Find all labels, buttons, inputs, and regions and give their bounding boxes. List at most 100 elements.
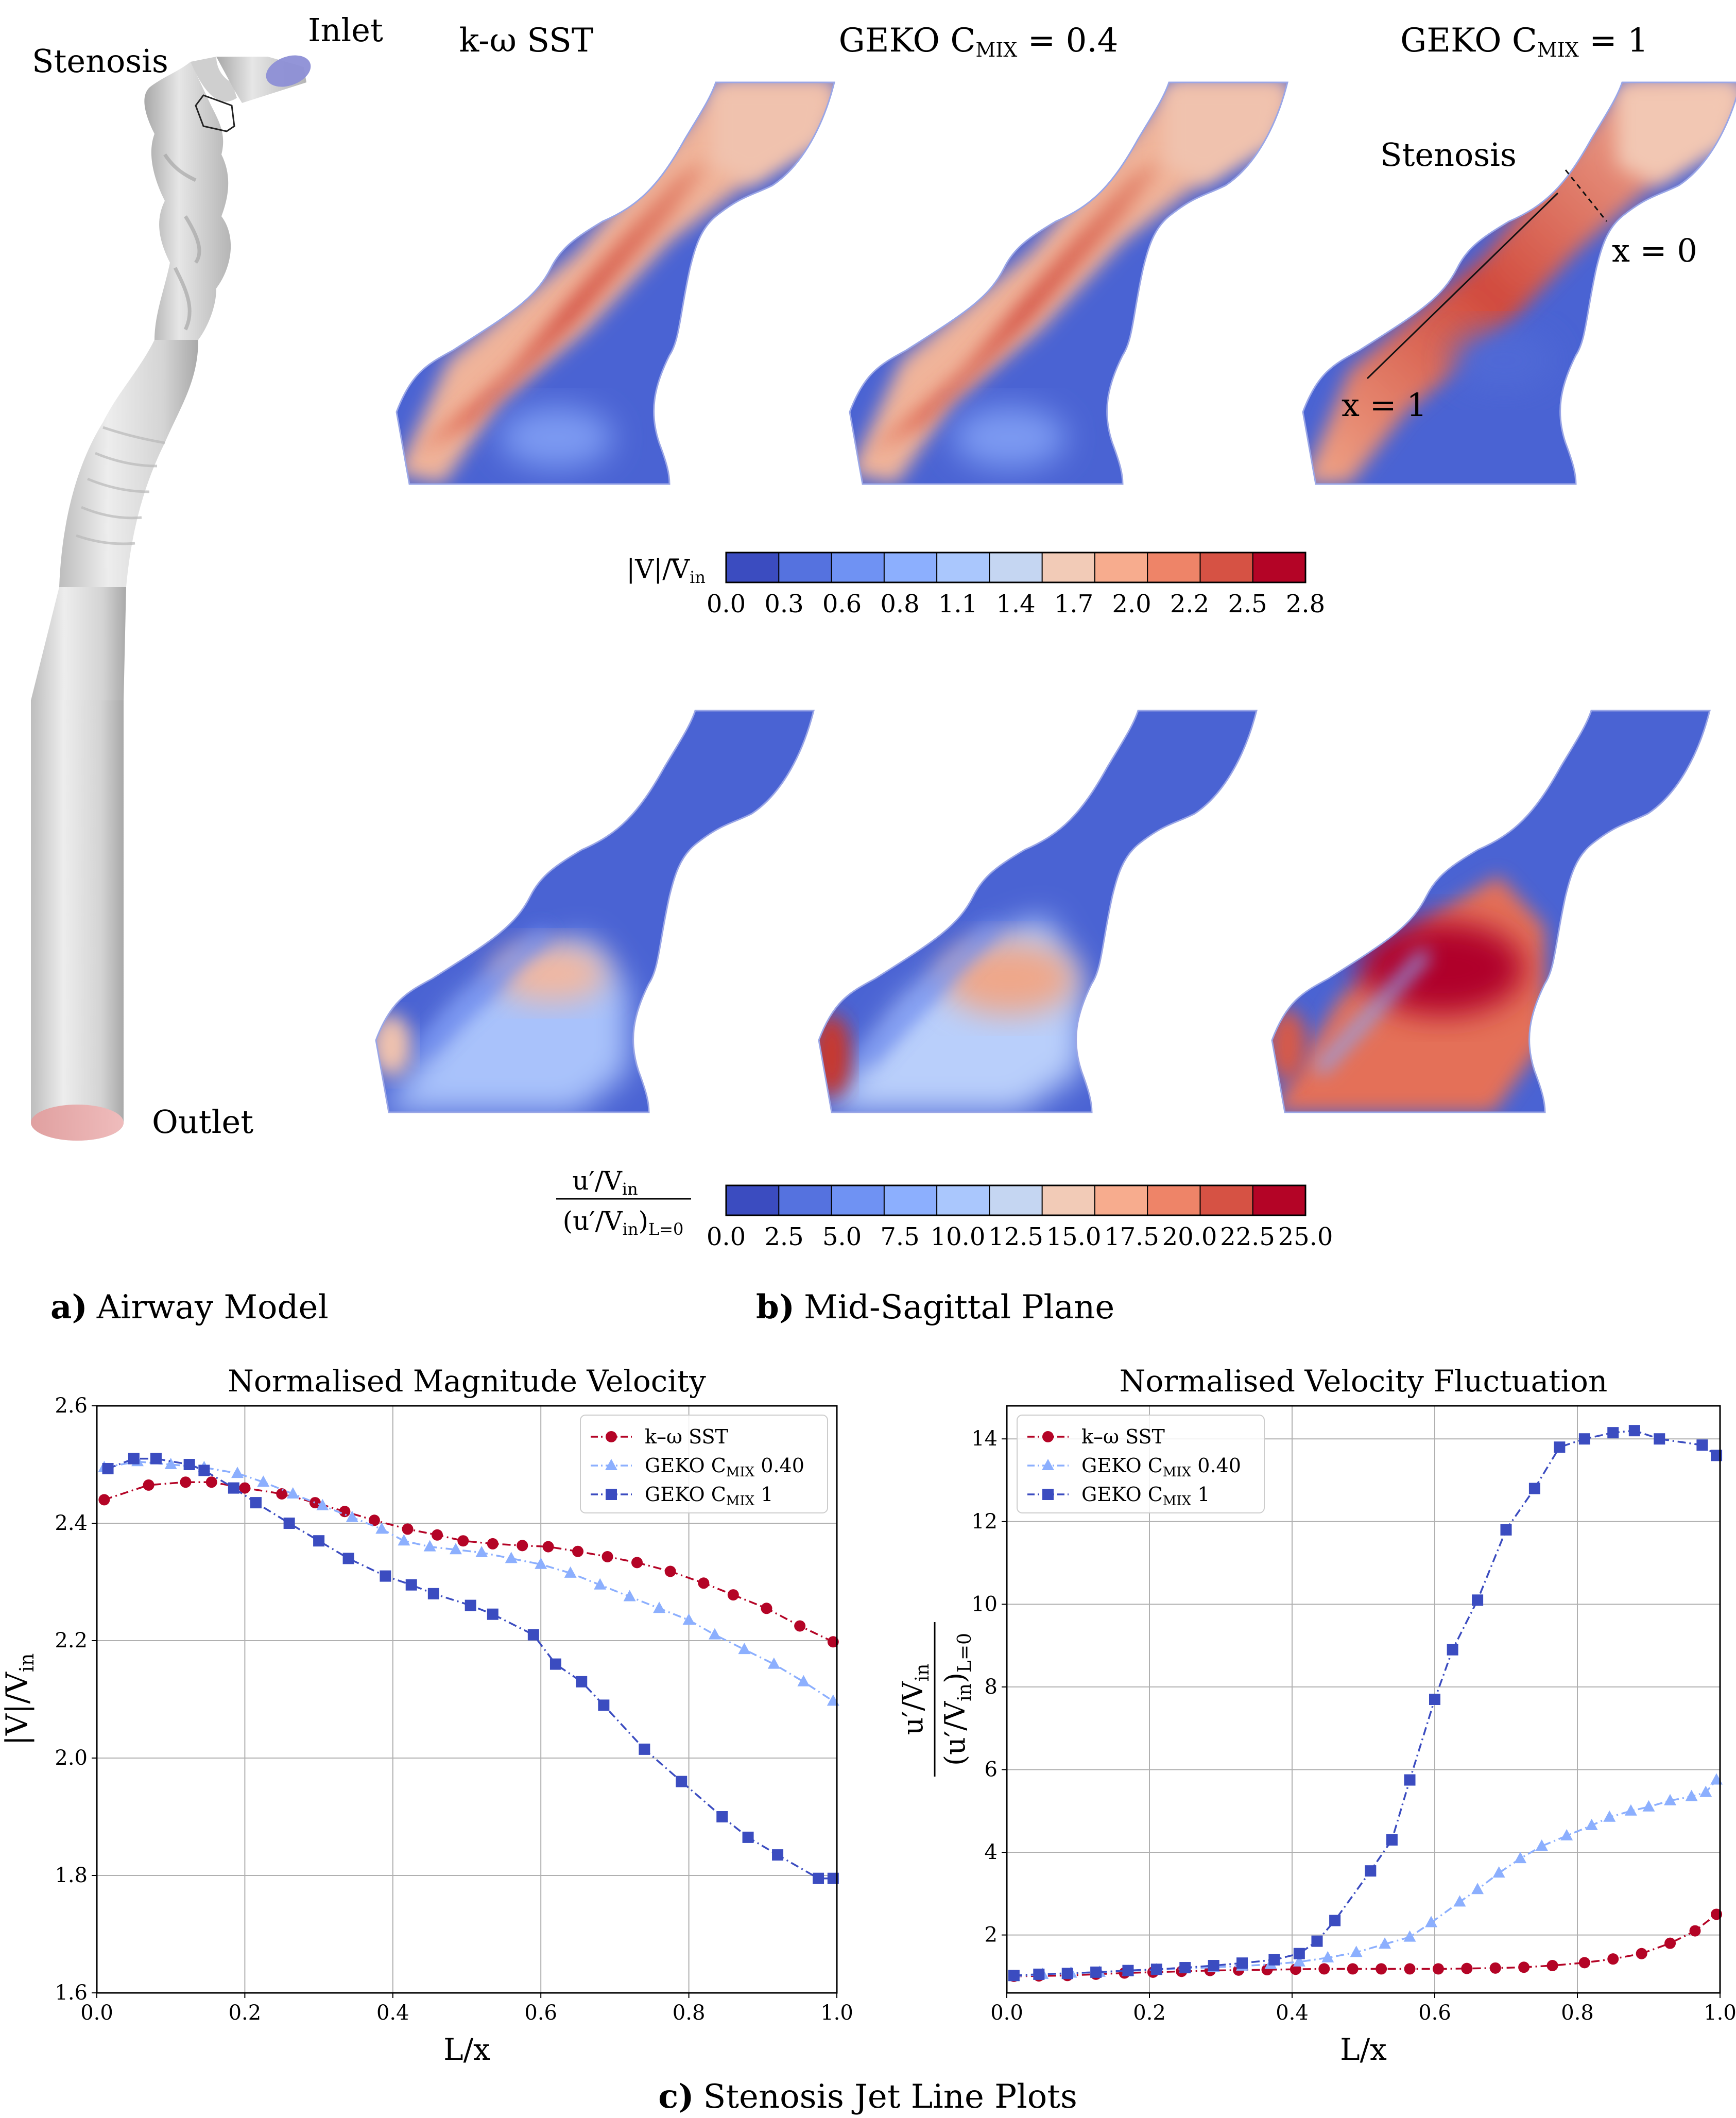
data-point xyxy=(1208,1960,1219,1972)
y-tick-label: 2.2 xyxy=(55,1629,88,1652)
series-square xyxy=(1008,1425,1723,1982)
data-point xyxy=(1425,1916,1438,1927)
data-point xyxy=(128,1453,140,1465)
data-point xyxy=(1347,1963,1359,1975)
data-point xyxy=(1624,1804,1637,1816)
colorbar-tick-label: 17.5 xyxy=(1104,1222,1159,1251)
y-tick-label: 2.6 xyxy=(55,1394,88,1418)
y-tick-label: 1.8 xyxy=(55,1864,88,1887)
y-label-numerator: u′/Vin xyxy=(897,1664,933,1735)
y-label-denominator: (u′/Vin)L=0 xyxy=(939,1633,975,1766)
colorbar-tick-label: 1.4 xyxy=(996,590,1035,618)
data-point xyxy=(505,1552,518,1563)
series-line xyxy=(1013,1914,1717,1977)
caption-c: c) Stenosis Jet Line Plots xyxy=(658,2077,1077,2116)
data-point xyxy=(716,1811,728,1822)
data-point xyxy=(1461,1962,1473,1974)
data-point xyxy=(1350,1945,1363,1957)
data-point xyxy=(1636,1948,1647,1959)
y-tick-label: 2.4 xyxy=(55,1511,88,1535)
data-point xyxy=(1628,1425,1640,1437)
data-point xyxy=(594,1578,607,1590)
data-point xyxy=(380,1570,391,1582)
colorbar-tick-label: 0.8 xyxy=(880,590,919,618)
data-point xyxy=(457,1535,469,1547)
data-point xyxy=(572,1545,584,1557)
data-point xyxy=(180,1476,192,1488)
data-point xyxy=(1329,1915,1341,1926)
data-point xyxy=(1404,1774,1416,1786)
larynx-shadow xyxy=(163,153,201,331)
y-tick-label: 8 xyxy=(985,1675,998,1699)
chart-title: Normalised Velocity Fluctuation xyxy=(1120,1364,1608,1399)
chart-title: Normalised Magnitude Velocity xyxy=(228,1364,706,1399)
data-point xyxy=(1379,1937,1391,1949)
data-point xyxy=(346,1510,358,1522)
data-point xyxy=(1429,1694,1440,1705)
data-point xyxy=(1318,1963,1330,1975)
legend: k–ω SST GEKO CMIX 0.40 GEKO CMIX 1 xyxy=(580,1415,828,1513)
data-point xyxy=(316,1499,329,1510)
colorbar-tick-label: 2.5 xyxy=(1228,590,1267,618)
colorbar-swatch xyxy=(989,553,1043,582)
y-tick-label: 12 xyxy=(971,1510,998,1534)
data-point xyxy=(623,1590,636,1602)
colorbar-tick-label: 15.0 xyxy=(1046,1222,1102,1251)
data-point xyxy=(761,1603,772,1614)
contour-title-sst: k-ω SST xyxy=(459,22,593,60)
data-point xyxy=(742,1831,754,1843)
data-point xyxy=(1689,1925,1701,1937)
colorbar-tick-label: 25.0 xyxy=(1278,1222,1333,1251)
colorbar-swatch xyxy=(1252,553,1306,582)
colorbar-tick-label: 1.1 xyxy=(938,590,977,618)
colorbar-fluctuation: 0.0 2.5 5.0 7.5 10.0 12.5 15.0 17.5 20.0 22.5 25.0… xyxy=(556,1166,1333,1251)
colorbar-swatch xyxy=(779,1185,832,1215)
data-point xyxy=(368,1514,380,1526)
data-point xyxy=(239,1482,251,1494)
data-point xyxy=(542,1541,554,1553)
colorbar-tick-label: 22.5 xyxy=(1220,1222,1275,1251)
data-point xyxy=(631,1557,643,1569)
contour-annot-x0: x = 0 xyxy=(1612,232,1697,269)
data-point xyxy=(1642,1800,1655,1812)
y-tick-label: 2.0 xyxy=(55,1746,88,1770)
data-point xyxy=(813,1872,824,1884)
legend-label: GEKO CMIX 1 xyxy=(1081,1483,1210,1509)
data-point xyxy=(1585,1818,1598,1830)
data-point xyxy=(427,1588,439,1599)
data-point xyxy=(653,1602,666,1613)
data-point xyxy=(1033,1968,1045,1980)
colorbar-tick-label: 2.5 xyxy=(764,1222,803,1251)
data-point xyxy=(198,1465,210,1476)
x-tick-label: 0.4 xyxy=(376,2001,409,2025)
contour-title-geko-04: GEKO CMIX = 0.4 xyxy=(839,22,1119,61)
colorbar-swatch xyxy=(1252,1185,1306,1215)
trachea-cylinder xyxy=(31,700,124,1141)
data-point xyxy=(1492,1866,1505,1878)
data-point xyxy=(102,1462,114,1474)
colorbar-swatch xyxy=(1200,553,1253,582)
data-point xyxy=(228,1482,239,1494)
airway-model: Stenosis Inlet Outlet xyxy=(31,11,383,1141)
x-tick-label: 0.0 xyxy=(990,2001,1023,2025)
series-square xyxy=(102,1453,839,1884)
y-tick-label: 2 xyxy=(985,1923,998,1947)
colorbar-swatch xyxy=(1094,1185,1148,1215)
data-point xyxy=(1514,1852,1527,1864)
data-point xyxy=(1090,1966,1102,1978)
data-point xyxy=(1447,1644,1458,1656)
data-point xyxy=(1578,1957,1590,1969)
colorbar-swatch xyxy=(726,553,779,582)
series-circle xyxy=(1008,1908,1723,1982)
velocity-contour-sst xyxy=(396,81,835,485)
x-tick-label: 0.8 xyxy=(1561,2001,1594,2025)
inlet-face xyxy=(266,55,311,87)
data-point xyxy=(827,1872,839,1884)
data-point xyxy=(1546,1960,1558,1972)
series-line xyxy=(1013,1430,1717,1977)
colorbar-tick-label: 10.0 xyxy=(931,1222,986,1251)
legend-label: GEKO CMIX 0.40 xyxy=(645,1454,804,1480)
x-tick-label: 0.8 xyxy=(673,2001,706,2025)
data-point xyxy=(150,1453,162,1465)
data-point xyxy=(1518,1961,1530,1973)
